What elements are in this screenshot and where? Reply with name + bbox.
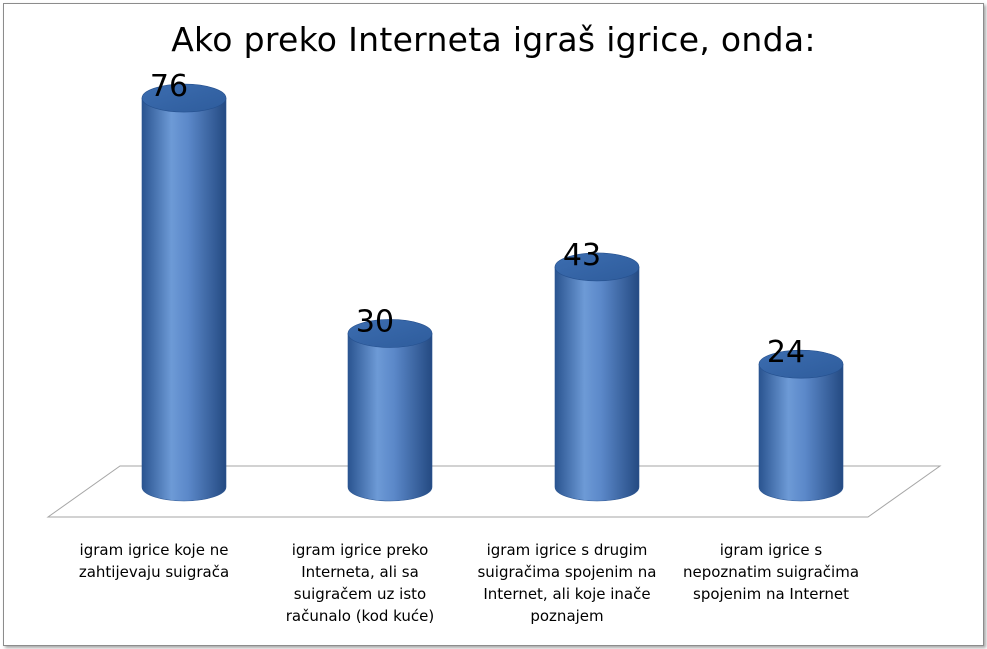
bar-top — [347, 319, 433, 348]
floor-outline — [46, 465, 942, 518]
category-label: igram igrice s nepoznatim suigračima spo… — [682, 541, 860, 603]
data-label: 30 — [356, 304, 394, 339]
bar-4 — [758, 349, 844, 502]
bar-body — [758, 363, 844, 502]
bar-body — [141, 97, 227, 502]
category-label: igram igrice s drugim suigračima spojeni… — [477, 541, 657, 625]
chart-floor — [46, 465, 942, 518]
bar-body — [347, 333, 433, 502]
chart-title: Ako preko Interneta igraš igrice, onda: — [171, 20, 816, 59]
chart-bars — [141, 83, 844, 502]
data-label: 43 — [563, 238, 601, 273]
bar-top — [554, 252, 640, 282]
data-label: 24 — [767, 335, 805, 370]
bar-top — [141, 83, 227, 113]
category-label: igram igrice koje ne zahtijevaju suigrač… — [78, 541, 230, 581]
bar-body — [554, 266, 640, 502]
data-label: 76 — [150, 69, 188, 104]
bar-1 — [141, 83, 227, 502]
bar-3 — [554, 252, 640, 502]
bar-top — [758, 349, 844, 379]
category-label: igram igrice preko Interneta, ali sa sui… — [285, 541, 435, 625]
chart-data-labels: 76 30 43 24 — [150, 69, 805, 370]
bar-2 — [347, 319, 433, 502]
